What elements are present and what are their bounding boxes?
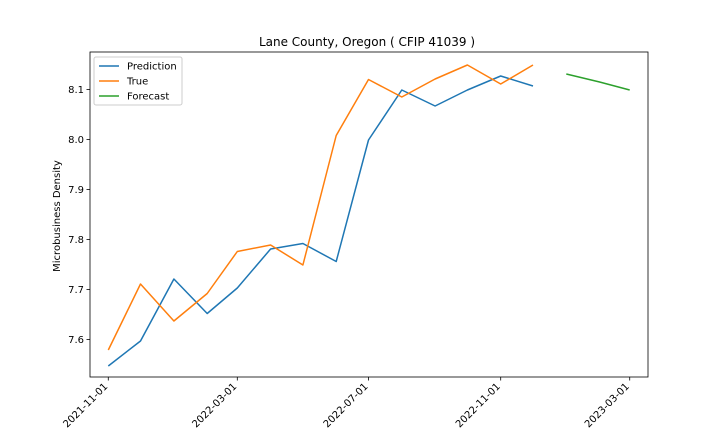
series-lines (107, 64, 630, 367)
y-tick-label: 8.1 (68, 85, 84, 96)
chart-title: Lane County, Oregon ( CFIP 41039 ) (259, 35, 475, 49)
series-line-prediction (107, 75, 534, 367)
y-tick-label: 8.0 (68, 135, 84, 146)
legend-label-true: True (126, 77, 148, 88)
series-line-forecast (566, 73, 630, 91)
x-tick-label: 2023-03-01 (583, 381, 632, 430)
x-axis-ticks: 2021-11-01 2022-03-01 2022-07-01 2022-11-01… (62, 377, 632, 430)
x-tick-label: 2022-07-01 (322, 381, 371, 430)
plot-area-frame (89, 51, 649, 378)
legend-label-prediction: Prediction (127, 62, 177, 73)
y-tick-label: 7.9 (68, 185, 84, 196)
x-tick-label: 2021-11-01 (62, 381, 111, 430)
legend: Prediction True Forecast (93, 56, 183, 106)
x-tick-label: 2022-11-01 (454, 381, 503, 430)
y-tick-label: 7.8 (68, 235, 84, 246)
legend-box (93, 56, 183, 106)
y-axis-ticks: 7.6 7.7 7.8 7.9 8.0 8.1 (68, 85, 90, 346)
legend-label-forecast: Forecast (127, 92, 169, 103)
y-tick-label: 7.7 (68, 285, 84, 296)
x-tick-label: 2022-03-01 (191, 381, 240, 430)
y-axis-label: Microbusiness Density (52, 160, 63, 272)
series-line-true (107, 64, 534, 351)
y-tick-label: 7.6 (68, 335, 84, 346)
